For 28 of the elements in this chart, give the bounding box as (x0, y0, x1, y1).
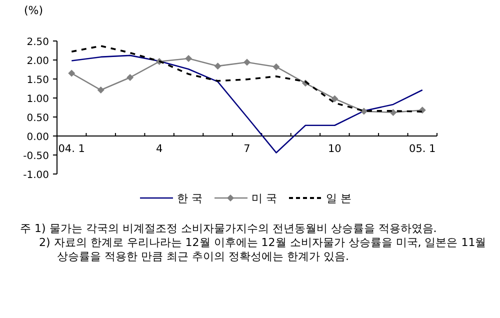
y-tick-label: 0.00 (26, 132, 49, 143)
x-tick-label: 7 (244, 143, 250, 155)
point (97, 86, 104, 94)
legend-label: 미 국 (252, 192, 277, 205)
x-tick-label: 05. 1 (409, 143, 436, 155)
point (68, 70, 76, 77)
y-tick-label: 2.50 (26, 37, 49, 48)
y-tick-label: 1.00 (26, 94, 49, 105)
point (185, 54, 192, 62)
point (244, 58, 250, 66)
y-tick-label: -0.50 (23, 151, 49, 162)
point (360, 108, 368, 115)
text: 2) 자료의 한계로 우리나라는 12월 이후에는 12월 소비자물가 상승률을 미국, 일본은 11월 상승률을 적용한 만큼 최근 추이의 정확성에는 한계가 있음. (38, 236, 488, 264)
text: 주 1) 물가는 각국의 비계절조정 소비자물가지수의 전년동월비 상승률을 적용하였음. (20, 222, 438, 236)
x-tick-label: 4 (156, 143, 163, 155)
legend-label: 일 본 (326, 192, 352, 205)
point (126, 74, 134, 81)
y-tick-label: 1.50 (26, 75, 49, 86)
point (214, 62, 222, 70)
y-tick-label: 2.00 (26, 56, 49, 67)
legend-label: 한 국 (177, 192, 202, 205)
x-tick-label: 10 (328, 143, 342, 155)
point (272, 63, 280, 70)
point (331, 95, 338, 102)
y-axis-title: (%) (24, 4, 44, 17)
y-tick-label: 0.50 (26, 113, 49, 124)
x-tick-label: 04. 1 (58, 143, 85, 155)
y-tick-label: -1.00 (23, 170, 49, 181)
